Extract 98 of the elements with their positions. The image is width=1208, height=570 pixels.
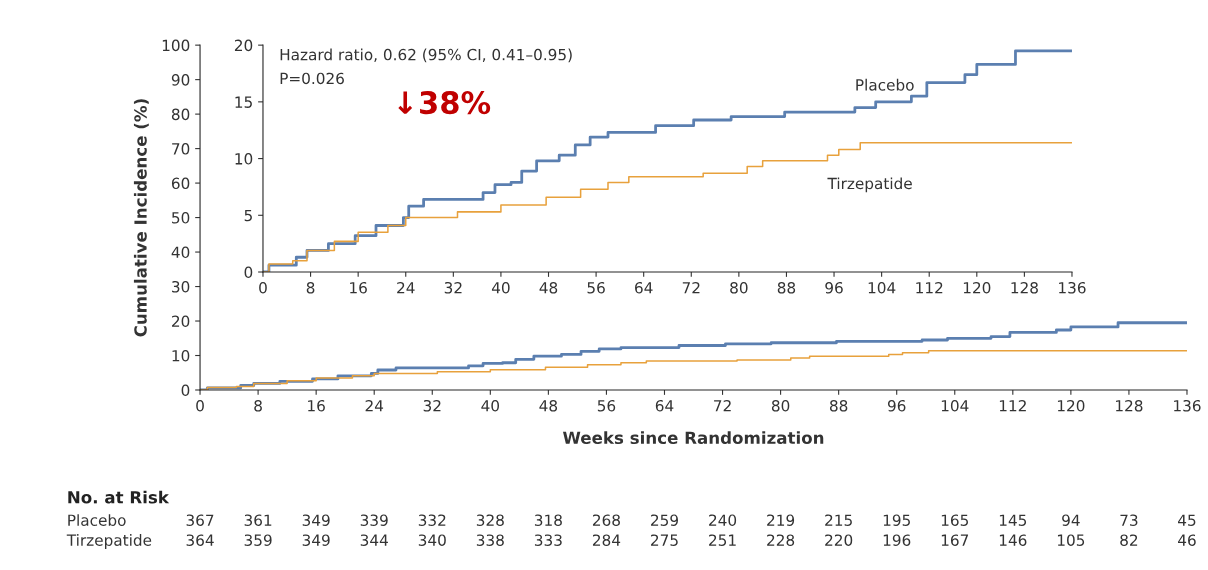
text: 361 xyxy=(244,514,272,526)
text: 167 xyxy=(941,534,969,546)
y-axis-title: Cumulative Incidence (%) xyxy=(133,99,149,337)
x-tick-label: 136 xyxy=(1174,399,1201,412)
x-axis-title: Weeks since Randomization xyxy=(563,431,824,445)
x-tick-label: 32 xyxy=(444,282,462,294)
annotation: Hazard ratio, 0.62 (95% CI, 0.41–0.95) xyxy=(280,48,572,63)
x-tick-label: 112 xyxy=(999,399,1026,412)
x-tick-label: 120 xyxy=(1057,399,1085,412)
x-tick-label: 16 xyxy=(308,399,325,412)
text: 45 xyxy=(1178,514,1196,526)
text: 359 xyxy=(244,534,272,546)
y-tick-label: 10 xyxy=(172,349,190,362)
x-tick-label: 0 xyxy=(259,282,267,294)
text: 284 xyxy=(592,534,621,546)
x-tick-label: 104 xyxy=(941,399,969,412)
x-tick-label: 72 xyxy=(682,282,700,294)
text: 105 xyxy=(1057,534,1085,546)
text: 328 xyxy=(476,514,504,526)
y-tick-label: 80 xyxy=(171,108,190,121)
y-tick-label: 20 xyxy=(234,39,253,52)
y-tick-label: 40 xyxy=(171,246,190,259)
text: 333 xyxy=(534,534,562,546)
text: 332 xyxy=(418,514,446,526)
series-label: Tirzepatide xyxy=(827,177,912,193)
x-tick-label: 0 xyxy=(196,399,204,412)
text: 73 xyxy=(1120,514,1138,526)
x-tick-label: 88 xyxy=(829,399,848,412)
y-tick-label: 60 xyxy=(171,177,190,190)
text: 82 xyxy=(1120,534,1138,546)
text: 228 xyxy=(767,534,795,546)
y-tick-label: 10 xyxy=(235,153,253,165)
x-tick-label: 8 xyxy=(306,282,315,294)
text: 318 xyxy=(534,514,562,526)
x-tick-label: 16 xyxy=(350,282,367,294)
y-tick-label: 5 xyxy=(244,209,252,222)
y-tick-label: 30 xyxy=(172,281,190,293)
x-tick-label: 32 xyxy=(423,399,441,412)
x-tick-label: 40 xyxy=(481,399,500,412)
text: 240 xyxy=(709,514,737,526)
x-tick-label: 24 xyxy=(397,282,415,294)
x-tick-label: 80 xyxy=(730,282,748,294)
x-tick-label: 120 xyxy=(963,282,991,294)
text: 196 xyxy=(883,534,911,546)
text: No. at Risk xyxy=(68,490,170,504)
annotation: ↓38% xyxy=(398,91,491,115)
x-tick-label: 48 xyxy=(539,399,558,412)
y-tick-label: 90 xyxy=(171,74,190,86)
x-tick-label: 104 xyxy=(868,282,896,294)
x-tick-label: 88 xyxy=(777,282,796,294)
text: 94 xyxy=(1062,514,1080,526)
text: 145 xyxy=(999,514,1027,526)
y-tick-label: 15 xyxy=(235,96,252,108)
y-tick-label: 0 xyxy=(181,384,190,397)
x-tick-label: 128 xyxy=(1011,282,1038,294)
text: Placebo xyxy=(68,514,126,526)
text: 251 xyxy=(709,534,736,546)
text: 165 xyxy=(941,514,969,526)
x-tick-label: 128 xyxy=(1116,399,1143,412)
text: 220 xyxy=(825,534,853,546)
y-tick-label: 70 xyxy=(172,143,190,155)
text: 340 xyxy=(418,534,446,546)
text: 367 xyxy=(186,514,214,526)
x-tick-label: 96 xyxy=(825,282,843,294)
x-tick-label: 96 xyxy=(887,399,906,412)
x-tick-label: 8 xyxy=(254,399,262,412)
x-tick-label: 40 xyxy=(491,282,510,294)
annotation: P=0.026 xyxy=(280,72,344,85)
text: 364 xyxy=(186,534,214,546)
text: Tirzepatide xyxy=(66,534,152,549)
x-tick-label: 136 xyxy=(1059,282,1086,294)
x-tick-label: 64 xyxy=(635,282,653,294)
x-tick-label: 56 xyxy=(597,399,616,412)
y-tick-label: 100 xyxy=(162,39,190,52)
y-tick-label: 20 xyxy=(172,315,190,328)
series-label: Placebo xyxy=(856,78,914,91)
text: 146 xyxy=(999,534,1027,546)
text: 259 xyxy=(651,514,678,526)
text: 349 xyxy=(302,534,330,546)
x-tick-label: 64 xyxy=(655,399,674,412)
text: 339 xyxy=(360,514,388,526)
text: 349 xyxy=(302,514,330,526)
text: 268 xyxy=(592,514,620,526)
y-tick-label: 0 xyxy=(244,266,253,279)
text: 195 xyxy=(883,514,910,526)
y-tick-label: 50 xyxy=(172,212,190,224)
text: 275 xyxy=(651,534,678,546)
x-tick-label: 80 xyxy=(771,399,790,412)
text: 344 xyxy=(360,534,388,546)
x-tick-label: 112 xyxy=(916,282,943,294)
x-tick-label: 24 xyxy=(365,399,384,412)
x-tick-label: 56 xyxy=(587,282,605,294)
text: 215 xyxy=(825,514,852,526)
text: 219 xyxy=(767,514,795,526)
x-tick-label: 72 xyxy=(714,399,731,412)
text: 338 xyxy=(476,534,504,546)
text: 46 xyxy=(1178,534,1196,546)
x-tick-label: 48 xyxy=(539,282,558,294)
